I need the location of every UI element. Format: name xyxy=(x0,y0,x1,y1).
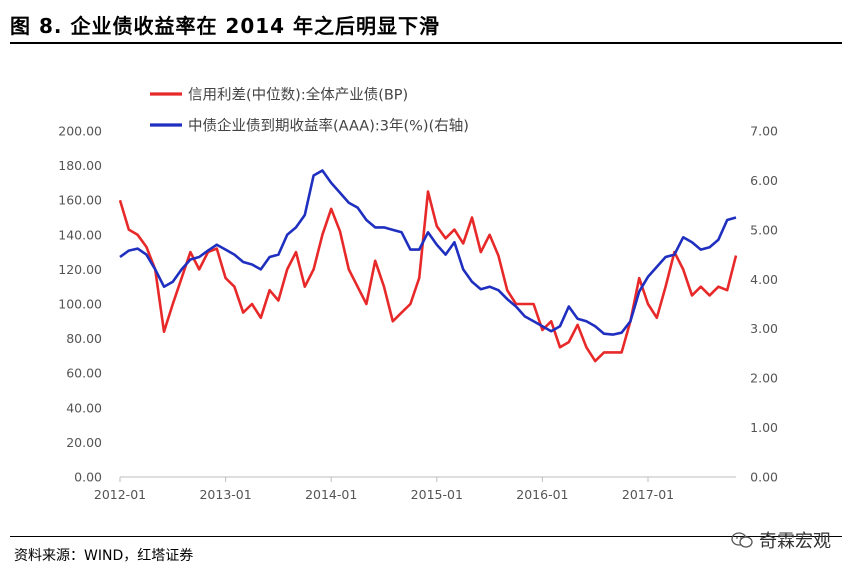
y-right-tick-label: 4.00 xyxy=(750,272,778,287)
y-left-tick-label: 20.00 xyxy=(66,435,102,450)
chart-legend: 信用利差(中位数):全体产业债(BP) 中债企业债到期收益率(AAA):3年(%)… xyxy=(150,86,469,135)
y-left-tick-label: 40.00 xyxy=(66,400,102,415)
legend-label: 信用利差(中位数):全体产业债(BP) xyxy=(188,86,408,104)
watermark-text: 奇霖宏观 xyxy=(759,531,831,552)
x-tick-label: 2012-01 xyxy=(94,487,146,502)
legend-label: 中债企业债到期收益率(AAA):3年(%)(右轴) xyxy=(188,117,469,135)
y-right-tick-label: 0.00 xyxy=(750,470,778,485)
y-left-tick-label: 180.00 xyxy=(58,158,102,173)
y-left-tick-label: 140.00 xyxy=(58,227,102,242)
x-tick-label: 2016-01 xyxy=(516,487,568,502)
series-layer xyxy=(118,169,738,363)
y-left-tick-label: 60.00 xyxy=(66,366,102,381)
y-right-tick-label: 1.00 xyxy=(750,420,778,435)
x-tick-label: 2014-01 xyxy=(305,487,357,502)
x-tick-label: 2017-01 xyxy=(622,487,674,502)
x-tick-label: 2015-01 xyxy=(411,487,463,502)
series-line-credit-spread xyxy=(118,190,738,363)
y-left-tick-label: 200.00 xyxy=(58,124,102,139)
wechat-icon xyxy=(731,532,753,548)
y-left-tick-label: 120.00 xyxy=(58,262,102,277)
chart-axes: 2012-01 2013-01 2014-01 2015-01 2016-01 2017-… xyxy=(58,124,778,503)
y-right-tick-label: 6.00 xyxy=(750,173,778,188)
y-right-tick-label: 7.00 xyxy=(750,124,778,139)
source-note: 资料来源：WIND，红塔证券 xyxy=(14,548,194,564)
y-left-tick-label: 100.00 xyxy=(58,297,102,312)
y-right-tick-label: 2.00 xyxy=(750,371,778,386)
title-divider xyxy=(10,42,842,44)
x-tick-label: 2013-01 xyxy=(199,487,251,502)
watermark: 奇霖宏观 xyxy=(731,527,831,553)
y-right-tick-label: 5.00 xyxy=(750,222,778,237)
y-right-tick-label: 3.00 xyxy=(750,321,778,336)
figure-title: 图 8. 企业债收益率在 2014 年之后明显下滑 xyxy=(10,14,441,38)
y-left-tick-label: 0.00 xyxy=(74,470,102,485)
footer-divider xyxy=(10,536,842,537)
y-left-tick-label: 160.00 xyxy=(58,193,102,208)
y-left-tick-label: 80.00 xyxy=(66,331,102,346)
series-line-aaa-3y-yield xyxy=(119,169,737,336)
